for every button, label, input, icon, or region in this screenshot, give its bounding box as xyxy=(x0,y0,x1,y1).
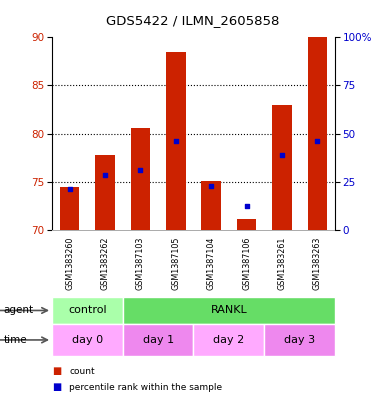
Bar xyxy=(166,52,186,230)
Text: GDS5422 / ILMN_2605858: GDS5422 / ILMN_2605858 xyxy=(106,14,279,27)
Text: ■: ■ xyxy=(52,382,61,392)
Point xyxy=(243,203,249,209)
Text: RANKL: RANKL xyxy=(211,305,247,316)
Bar xyxy=(52,297,123,324)
Text: percentile rank within the sample: percentile rank within the sample xyxy=(69,383,223,391)
Bar xyxy=(237,219,256,230)
Text: GSM1387103: GSM1387103 xyxy=(136,237,145,290)
Bar xyxy=(201,181,221,230)
Bar xyxy=(131,128,150,230)
Point xyxy=(279,152,285,158)
Bar xyxy=(95,155,115,230)
Text: day 0: day 0 xyxy=(72,335,103,345)
Point xyxy=(102,172,108,178)
Point xyxy=(173,138,179,145)
Text: GSM1383263: GSM1383263 xyxy=(313,237,322,290)
Bar xyxy=(308,37,327,230)
Bar xyxy=(193,324,264,356)
Text: control: control xyxy=(68,305,107,316)
Text: day 2: day 2 xyxy=(213,335,244,345)
Bar xyxy=(123,324,193,356)
Text: GSM1387105: GSM1387105 xyxy=(171,237,180,290)
Bar xyxy=(272,105,291,230)
Text: count: count xyxy=(69,367,95,376)
Text: time: time xyxy=(4,335,27,345)
Point xyxy=(314,138,320,145)
Text: GSM1387104: GSM1387104 xyxy=(207,237,216,290)
Text: ■: ■ xyxy=(52,366,61,376)
Point xyxy=(67,186,73,193)
Bar xyxy=(264,324,335,356)
Bar xyxy=(123,297,335,324)
Point xyxy=(208,182,214,189)
Bar xyxy=(52,324,123,356)
Point xyxy=(137,167,144,173)
Text: GSM1383260: GSM1383260 xyxy=(65,237,74,290)
Bar xyxy=(60,187,79,230)
Text: GSM1383261: GSM1383261 xyxy=(277,237,286,290)
Text: agent: agent xyxy=(4,305,34,316)
Text: day 3: day 3 xyxy=(284,335,315,345)
Text: GSM1387106: GSM1387106 xyxy=(242,237,251,290)
Text: GSM1383262: GSM1383262 xyxy=(100,237,110,290)
Text: day 1: day 1 xyxy=(142,335,174,345)
